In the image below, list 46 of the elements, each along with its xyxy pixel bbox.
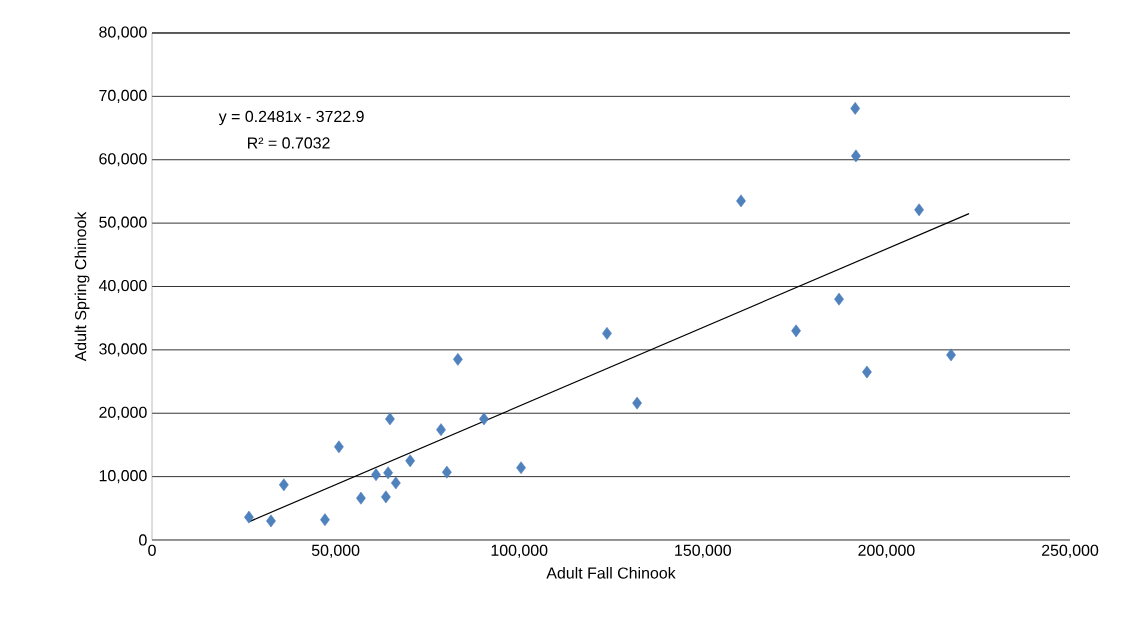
y-tick-label: 30,000 [99,343,147,357]
y-tick-label: 60,000 [99,153,147,167]
x-tick-label: 100,000 [491,544,548,558]
point [381,490,391,504]
point [320,513,330,527]
point [862,365,872,379]
point [914,203,924,217]
y-tick-label: 10,000 [99,470,147,484]
point [834,292,844,306]
y-tick-label: 70,000 [99,89,147,103]
point [244,510,254,524]
point [383,466,393,480]
point [266,514,276,528]
point [851,149,861,163]
point [334,440,344,454]
point [405,454,415,468]
point [632,396,642,410]
point [442,465,452,479]
point [479,412,489,426]
point [356,491,366,505]
point [946,348,956,362]
point [736,194,746,208]
x-tick-label: 250,000 [1041,544,1099,558]
point [278,478,289,492]
x-tick-label: 200,000 [858,544,915,558]
y-tick-label: 80,000 [99,26,147,40]
point [436,423,446,437]
x-axis-title: Adult Fall Chinook [546,566,676,579]
point [791,324,801,338]
y-tick-label: 50,000 [99,216,147,230]
y-tick-label: 0 [139,534,147,546]
point [453,352,463,366]
annotation: R² = 0.7032 [248,137,330,149]
point [602,327,612,340]
x-tick-label: 0 [148,544,156,556]
x-tick-label: 150,000 [675,544,731,558]
point [390,476,401,490]
point [516,461,526,475]
y-tick-label: 40,000 [98,279,147,294]
annotation: y = 0.2481x - 3722.9 [218,110,364,126]
point [850,102,861,115]
y-tick-label: 20,000 [99,406,147,420]
point [371,468,381,482]
point [385,412,395,426]
y-axis-title: Adult Spring Chinook [74,211,90,362]
x-tick-label: 50,000 [311,544,360,558]
